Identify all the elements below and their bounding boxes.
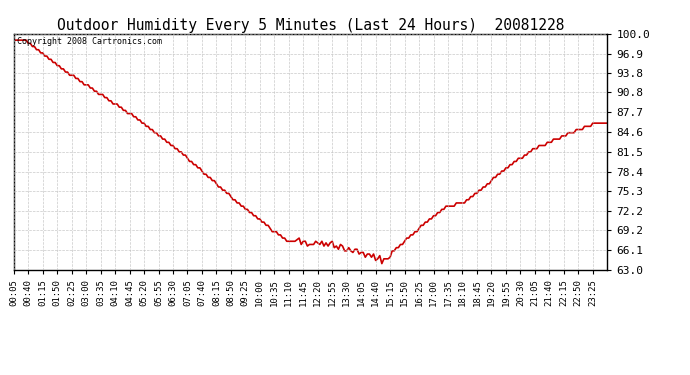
Title: Outdoor Humidity Every 5 Minutes (Last 24 Hours)  20081228: Outdoor Humidity Every 5 Minutes (Last 2… xyxy=(57,18,564,33)
Text: Copyright 2008 Cartronics.com: Copyright 2008 Cartronics.com xyxy=(17,37,161,46)
